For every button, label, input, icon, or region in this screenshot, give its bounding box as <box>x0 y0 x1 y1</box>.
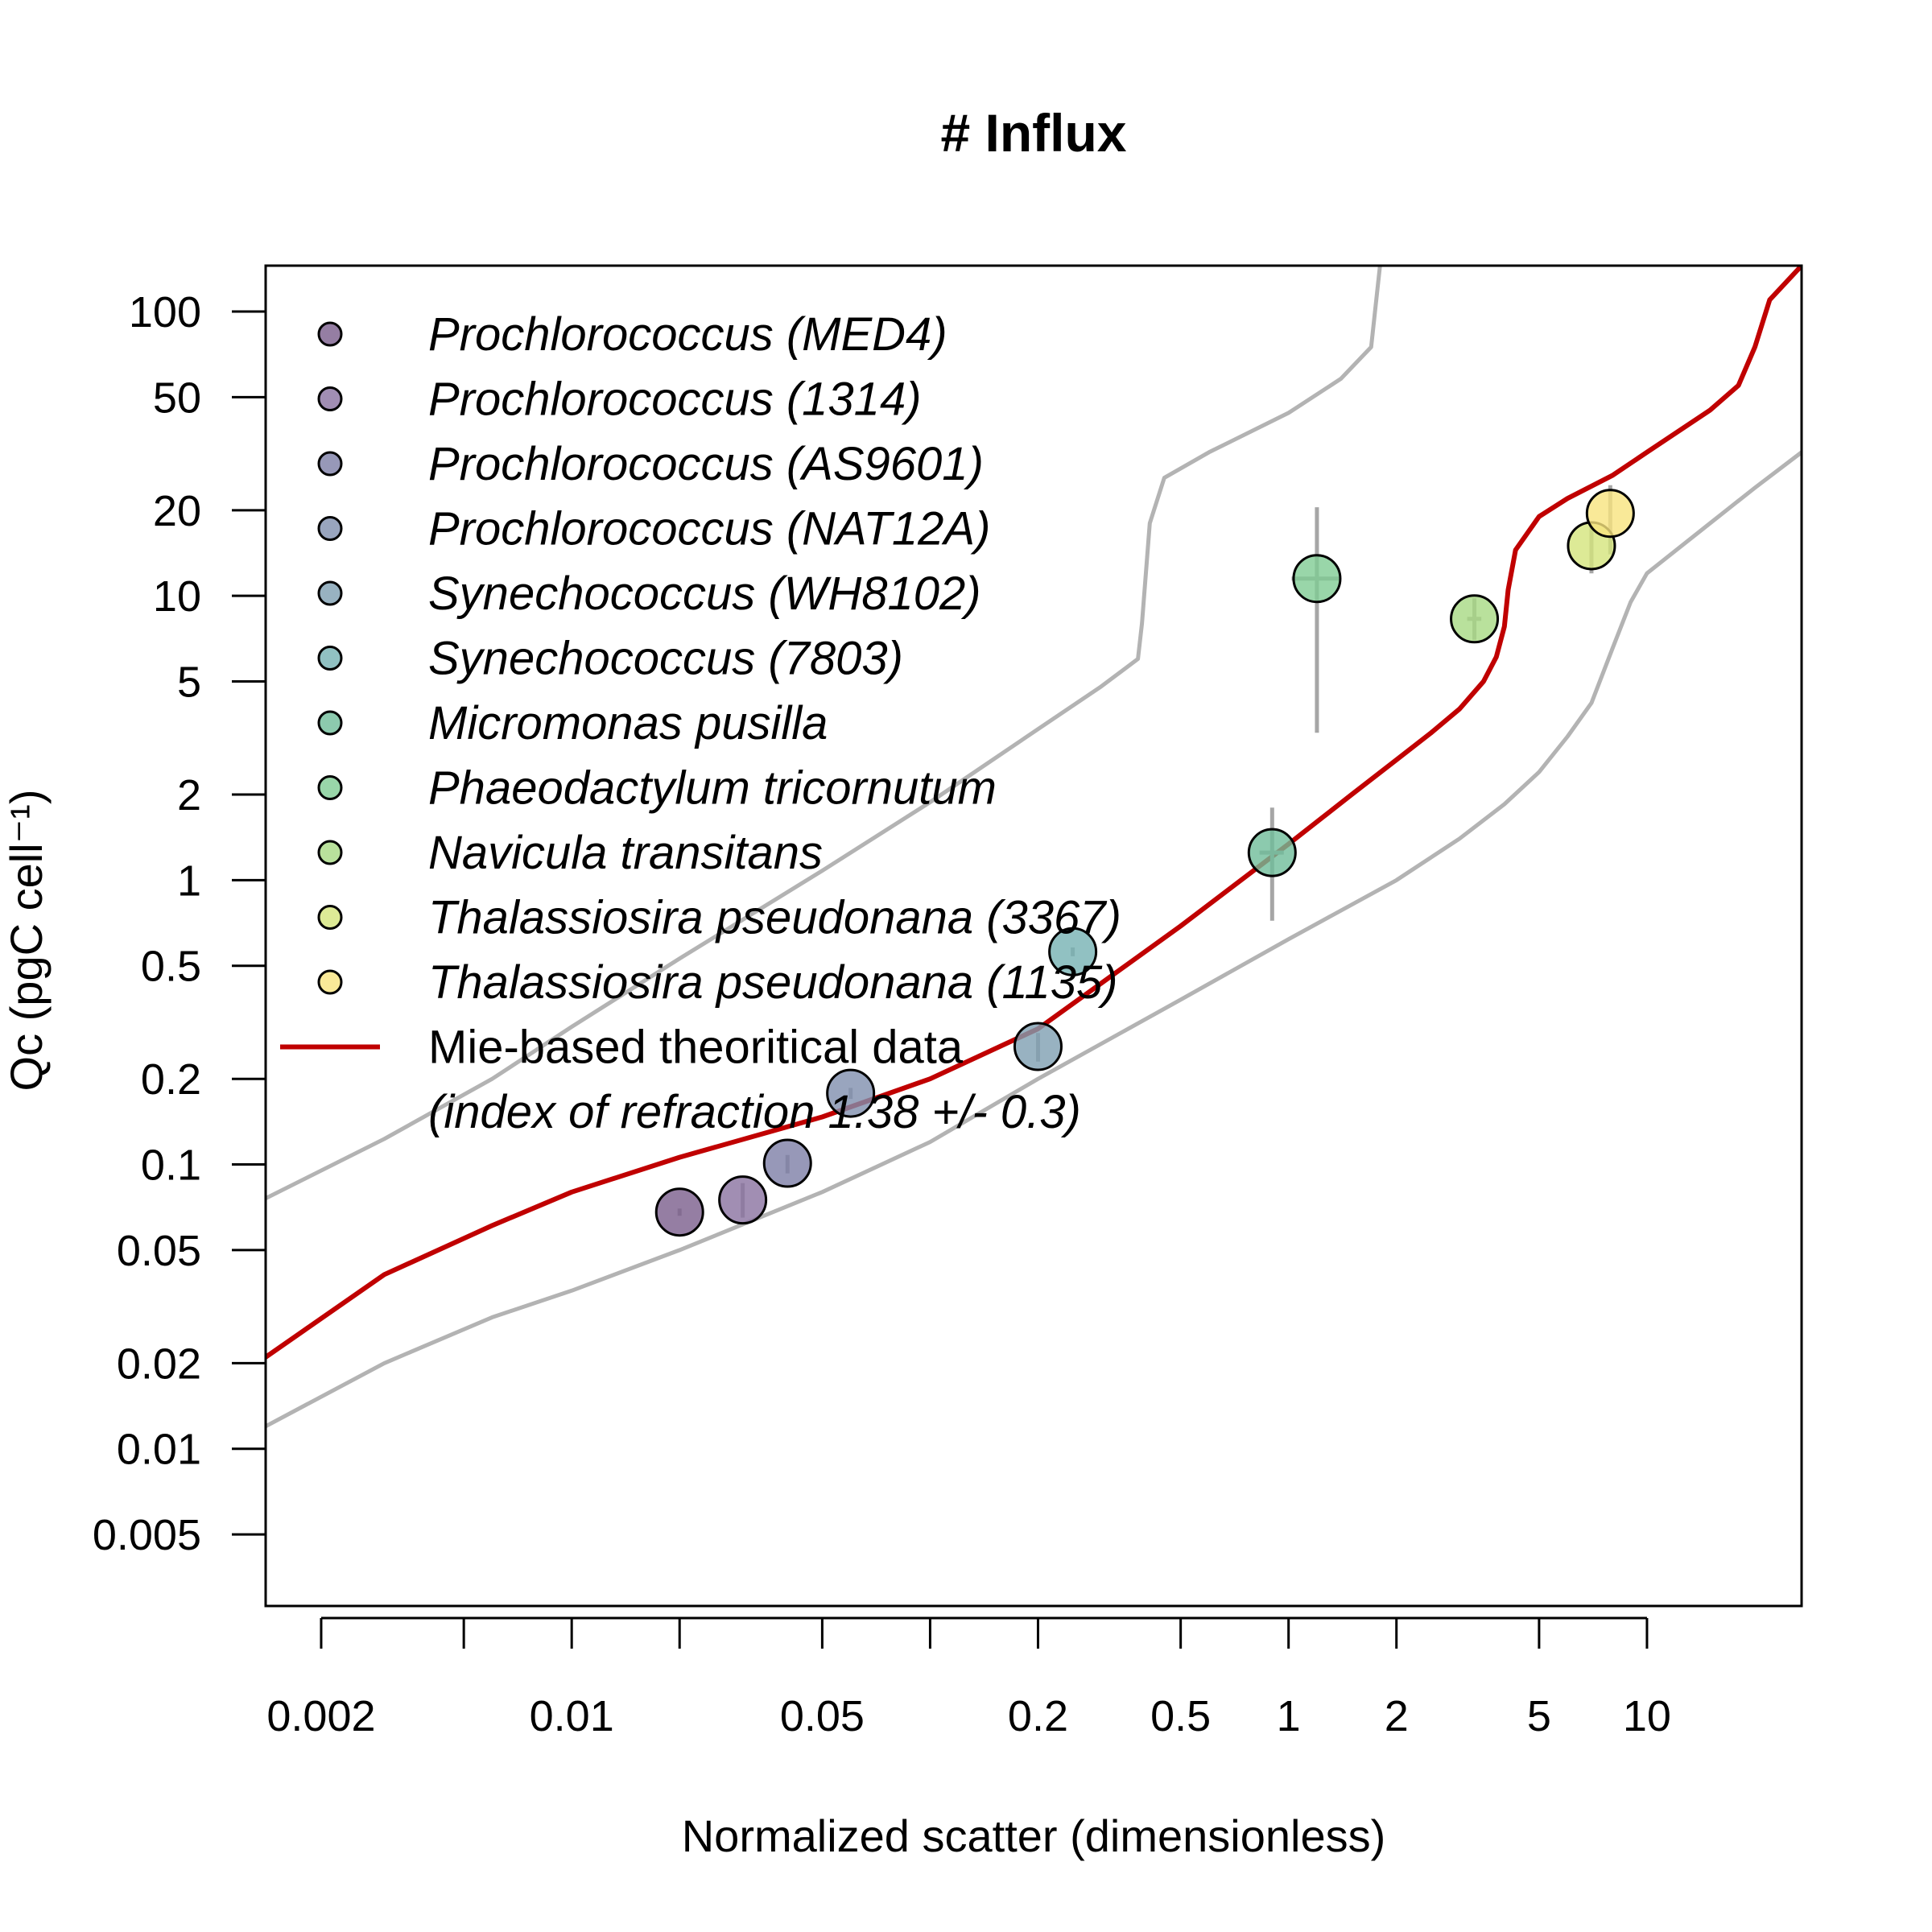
y-axis: 100 50 20 10 5 2 1 0.5 0.2 0.1 0.05 0.02 0.01 0.005 <box>93 288 266 1559</box>
y-tick-label: 10 <box>153 572 201 621</box>
x-tick-label: 10 <box>1623 1692 1671 1740</box>
plot-clipped-layer <box>266 266 1802 1429</box>
legend-label: Micromonas pusilla <box>428 697 828 749</box>
y-tick-label: 0.005 <box>93 1511 201 1559</box>
legend-label: Synechococcus (WH8102) <box>428 568 981 620</box>
data-point <box>826 1068 876 1118</box>
chart-title: # Influx <box>940 103 1126 163</box>
legend-label: Thalassiosira pseudonana (1135) <box>428 956 1118 1009</box>
y-tick-label: 1 <box>177 857 201 905</box>
legend-marker <box>317 386 343 411</box>
x-tick-label: 0.2 <box>1008 1692 1068 1740</box>
legend-marker <box>317 646 343 671</box>
y-tick-label: 2 <box>177 771 201 819</box>
data-point <box>654 1187 704 1237</box>
mie-theory-curve <box>266 266 1802 1360</box>
y-tick-label: 0.05 <box>117 1227 201 1275</box>
legend-label: Prochlorococcus (MED4) <box>428 308 947 361</box>
data-point <box>718 1175 768 1225</box>
y-tick-label: 100 <box>129 288 201 336</box>
y-tick-label: 50 <box>153 374 201 422</box>
y-tick-label: 0.5 <box>141 943 201 991</box>
x-tick-label: 5 <box>1527 1692 1551 1740</box>
legend: Prochlorococcus (MED4) Prochlorococcus (1… <box>280 308 1121 1138</box>
x-tick-label: 0.002 <box>266 1692 375 1740</box>
data-point <box>762 1138 812 1188</box>
legend-marker <box>317 710 343 736</box>
plot-area <box>266 266 1802 1429</box>
lower-bound-curve <box>266 450 1802 1429</box>
legend-label: Navicula transitans <box>428 827 823 879</box>
legend-label: Mie-based theoritical data <box>428 1022 964 1074</box>
y-tick-label: 0.01 <box>117 1426 201 1474</box>
y-tick-label: 0.1 <box>141 1141 201 1190</box>
legend-label: Synechococcus (7803) <box>428 633 903 685</box>
legend-marker <box>317 775 343 800</box>
x-axis: 0.002 0.01 0.05 0.2 0.5 1 2 5 10 <box>266 1616 1671 1740</box>
legend-marker <box>317 516 343 541</box>
data-point <box>1247 828 1297 877</box>
x-tick-label: 0.5 <box>1150 1692 1211 1740</box>
plot-frame <box>264 264 1803 1608</box>
data-point <box>1048 927 1098 976</box>
x-tick-label: 1 <box>1277 1692 1301 1740</box>
legend-label: Prochlorococcus (1314) <box>428 374 922 426</box>
y-tick-label: 0.2 <box>141 1055 201 1104</box>
legend-marker <box>317 451 343 477</box>
y-axis-title: Qc (pgC cell⁻¹) <box>1 790 52 1092</box>
y-tick-label: 20 <box>153 487 201 535</box>
data-point <box>1450 594 1500 644</box>
legend-marker <box>317 905 343 930</box>
legend-marker <box>317 840 343 865</box>
x-tick-label: 0.05 <box>780 1692 865 1740</box>
x-axis-title: Normalized scatter (dimensionless) <box>682 1810 1386 1861</box>
legend-marker <box>317 969 343 995</box>
legend-label: Phaeodactylum tricornutum <box>428 762 997 815</box>
data-point <box>1585 489 1635 539</box>
legend-label: Prochlorococcus (AS9601) <box>428 438 984 490</box>
legend-marker <box>317 321 343 347</box>
data-point <box>1013 1022 1063 1071</box>
y-tick-label: 5 <box>177 658 201 707</box>
legend-marker <box>317 580 343 606</box>
upper-bound-curve <box>266 266 1382 1201</box>
data-point <box>1292 554 1342 604</box>
x-tick-label: 2 <box>1385 1692 1409 1740</box>
y-tick-label: 0.02 <box>117 1340 201 1388</box>
legend-label: (index of refraction 1.38 +/- 0.3) <box>428 1086 1081 1138</box>
x-tick-label: 0.01 <box>530 1692 614 1740</box>
legend-label: Thalassiosira pseudonana (3367) <box>428 892 1121 944</box>
legend-label: Prochlorococcus (NAT12A) <box>428 503 990 555</box>
